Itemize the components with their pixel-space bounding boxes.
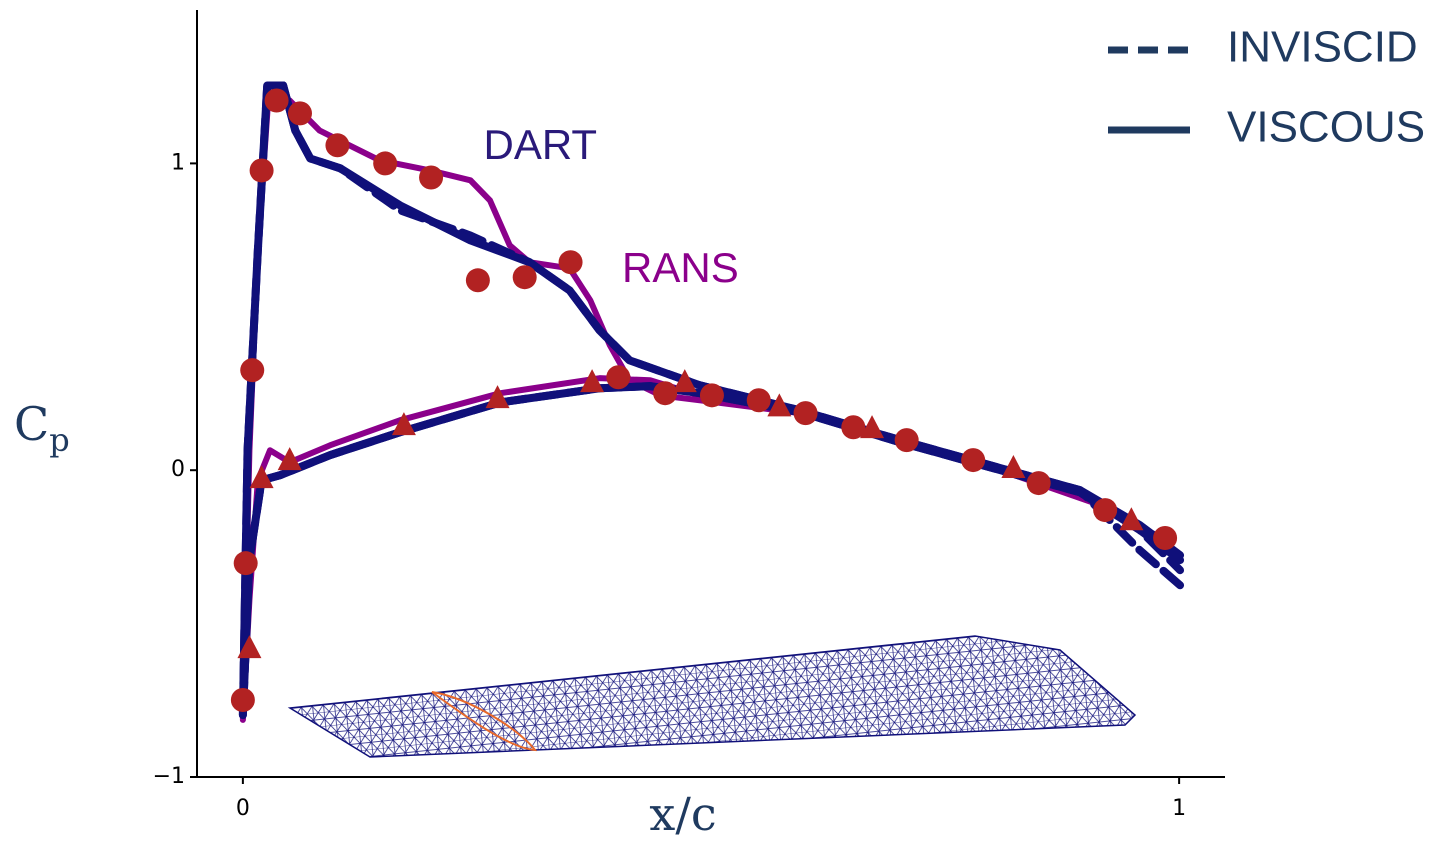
data-point <box>747 388 771 412</box>
data-point <box>234 551 258 575</box>
series-line <box>243 90 1165 720</box>
chart: x/c Cp −1 0 1 0 1 DART RANS INVISCID VISCOUS <box>0 0 1446 846</box>
annotation: RANS <box>622 244 739 291</box>
data-point <box>325 133 349 157</box>
y-tick-label: −1 <box>153 764 185 789</box>
data-point <box>1027 471 1051 495</box>
data-point <box>961 448 985 472</box>
legend-label: INVISCID <box>1227 23 1418 72</box>
y-label-main: C <box>14 397 49 451</box>
data-point <box>250 158 274 182</box>
data-point <box>1093 498 1117 522</box>
data-point <box>240 358 264 382</box>
data-point <box>231 688 255 712</box>
y-axis-label: Cp <box>14 397 70 459</box>
x-axis-label: x/c <box>649 787 716 841</box>
x-tick-label: 0 <box>236 796 250 821</box>
x-tick-label: 1 <box>1172 796 1186 821</box>
data-point <box>513 265 537 289</box>
data-point <box>700 383 724 407</box>
data-point <box>559 250 583 274</box>
data-point <box>373 151 397 175</box>
data-point <box>265 89 289 113</box>
data-point <box>288 101 312 125</box>
data-point <box>653 381 677 405</box>
data-point <box>466 268 490 292</box>
data-point <box>1153 526 1177 550</box>
legend-label: VISCOUS <box>1227 103 1425 152</box>
y-tick-label: 0 <box>171 457 185 482</box>
data-point <box>606 365 630 389</box>
wing-mesh <box>290 636 1135 757</box>
annotation: DART <box>483 121 597 168</box>
data-point <box>895 428 919 452</box>
y-label-sub: p <box>49 421 69 459</box>
y-tick-label: 1 <box>171 150 185 175</box>
data-point <box>419 166 443 190</box>
data-point <box>794 401 818 425</box>
